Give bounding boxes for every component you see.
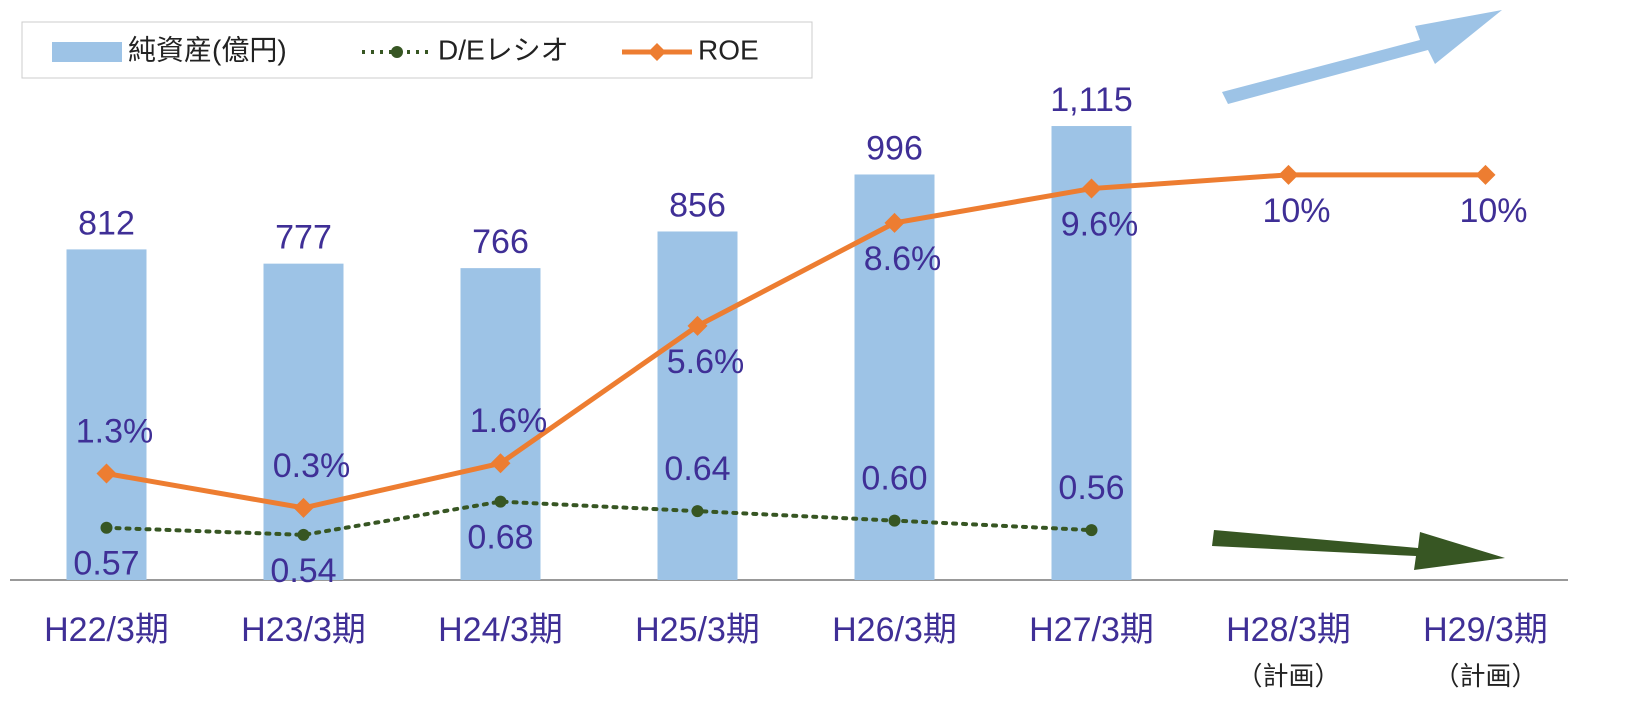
data-label: 0.56 xyxy=(1058,469,1124,507)
marker xyxy=(293,497,314,518)
data-label: 5.6% xyxy=(667,343,745,381)
legend-label: D/Eレシオ xyxy=(438,34,569,65)
up-arrow xyxy=(1222,10,1502,104)
legend-label: ROE xyxy=(698,34,759,65)
marker xyxy=(888,514,901,527)
marker xyxy=(1081,178,1102,199)
data-label: 1.6% xyxy=(470,402,548,440)
marker xyxy=(687,315,708,336)
legend-marker xyxy=(391,46,403,58)
data-label: 10% xyxy=(1262,192,1330,230)
data-label: 766 xyxy=(472,223,529,261)
data-label: 0.3% xyxy=(273,447,351,485)
x-tick-label: H23/3期 xyxy=(241,611,366,649)
marker xyxy=(1085,524,1098,537)
data-label: 1.3% xyxy=(76,413,154,451)
marker xyxy=(100,521,113,534)
data-label: 0.60 xyxy=(861,460,927,498)
marker xyxy=(96,463,117,484)
data-label: 856 xyxy=(669,186,726,224)
series-line xyxy=(104,499,1094,537)
x-tick-note: （計画） xyxy=(1236,661,1340,691)
data-label: 10% xyxy=(1459,192,1527,230)
x-tick-label: H29/3期 xyxy=(1423,611,1548,649)
data-label: 9.6% xyxy=(1061,206,1139,244)
legend-marker xyxy=(648,43,666,61)
bar xyxy=(657,231,738,580)
data-label: 0.68 xyxy=(467,519,533,557)
marker xyxy=(297,528,310,541)
marker xyxy=(691,505,704,518)
x-tick-note: （計画） xyxy=(1433,661,1537,691)
data-label: 0.54 xyxy=(270,552,336,590)
marker xyxy=(1278,164,1299,185)
bar xyxy=(1051,126,1132,581)
bar xyxy=(460,268,541,580)
data-label: 777 xyxy=(275,219,332,257)
data-label: 0.64 xyxy=(664,450,730,488)
series-line xyxy=(104,172,1488,511)
x-tick-label: H22/3期 xyxy=(44,611,169,649)
data-label: 812 xyxy=(78,204,135,242)
x-tick-label: H26/3期 xyxy=(832,611,957,649)
data-label: 8.6% xyxy=(864,240,942,278)
x-tick-label: H25/3期 xyxy=(635,611,760,649)
x-tick-label: H24/3期 xyxy=(438,611,563,649)
data-label: 0.57 xyxy=(73,545,139,583)
marker xyxy=(494,495,507,508)
marker xyxy=(884,212,905,233)
data-label: 1,115 xyxy=(1050,81,1133,119)
legend-swatch xyxy=(52,42,122,62)
data-label: 996 xyxy=(866,129,923,167)
x-tick-label: H27/3期 xyxy=(1029,611,1154,649)
legend-label: 純資産(億円) xyxy=(128,34,287,65)
x-tick-label: H28/3期 xyxy=(1226,611,1351,649)
bar xyxy=(854,174,935,580)
flat-arrow xyxy=(1212,530,1505,570)
marker xyxy=(490,453,511,474)
marker xyxy=(1475,164,1496,185)
bar xyxy=(263,263,344,580)
